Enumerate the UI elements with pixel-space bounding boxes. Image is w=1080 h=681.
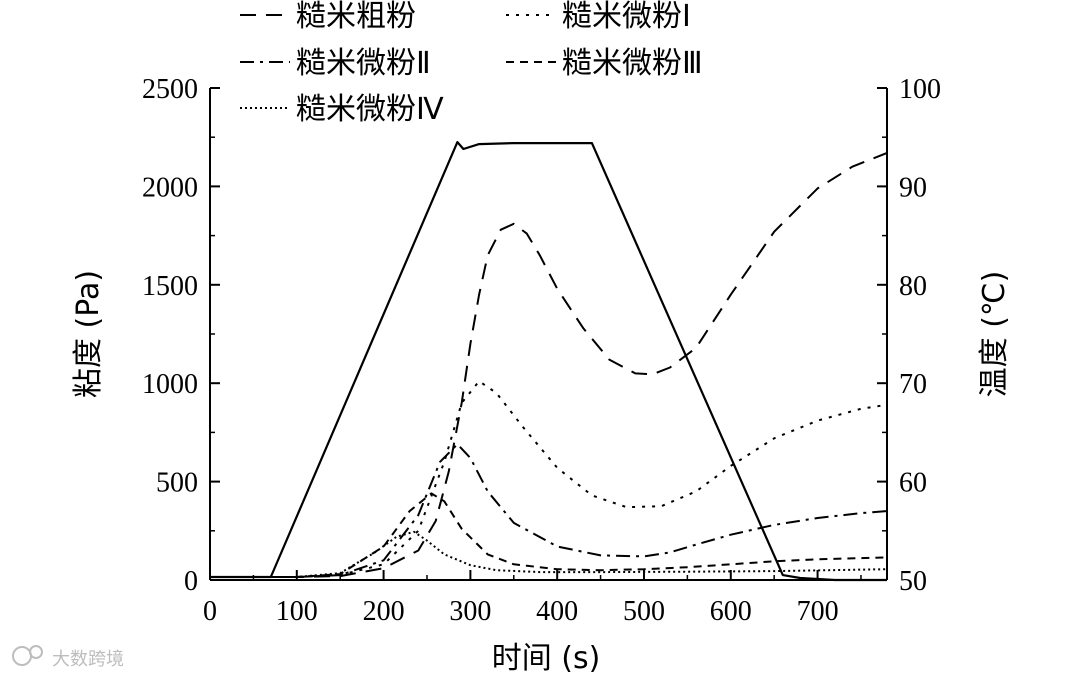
y-right-tick-label: 90 [899,172,927,203]
y-left-tick-label: 2000 [142,172,198,203]
viscosity-series-line-1 [210,151,888,578]
watermark-logo-icon-small [29,645,43,659]
y-left-tick-label: 2500 [142,74,198,105]
viscosity-series-line-4 [210,492,888,578]
watermark: 大数跨境 [12,645,124,670]
y-left-tick-label: 0 [184,566,198,597]
x-tick-label: 100 [276,596,318,627]
x-tick-label: 500 [623,596,665,627]
legend-label: 糙米微粉Ⅰ [562,0,691,34]
x-tick-label: 400 [536,596,578,627]
temperature-line [210,141,887,582]
x-tick-label: 600 [710,596,752,627]
y-right-tick-label: 50 [899,566,927,597]
axis-labels: 时间 (s) 粘度 (Pa) 温度 (℃) [71,270,1012,676]
y-left-tick-label: 500 [156,468,198,499]
ticks: 0 100 200 300 400 500 600 700 0 500 1000 1500 2000 25… [142,74,941,627]
x-axis-label: 时间 (s) [492,641,601,676]
legend-label: 糙米微粉Ⅱ [296,46,431,81]
x-tick-label: 200 [363,596,405,627]
watermark-text: 大数跨境 [52,649,124,670]
legend-label: 糙米粗粉 [296,0,416,34]
axes [209,88,888,581]
x-tick-label: 0 [203,596,217,627]
watermark-logo-icon [12,646,32,666]
y-left-tick-label: 1000 [142,369,198,400]
viscosity-series-line-5 [210,530,888,578]
y-right-tick-label: 80 [899,271,927,302]
y-left-tick-label: 1500 [142,271,198,302]
y-axis-label-right: 温度 (℃) [977,271,1012,398]
legend-label: 糙米微粉Ⅲ [562,46,703,81]
y-right-tick-label: 60 [899,468,927,499]
viscosity-series-line-2 [210,380,888,578]
y-right-tick-label: 70 [899,369,927,400]
viscosity-series-line-3 [210,443,888,578]
x-tick-label: 700 [797,596,839,627]
plot-lines [210,141,888,582]
y-right-tick-label: 100 [899,74,941,105]
legend: 糙米粗粉 糙米微粉Ⅰ 糙米微粉Ⅱ 糙米微粉Ⅲ 糙米微粉Ⅳ [240,0,703,127]
x-tick-label: 300 [449,596,491,627]
y-axis-label-left: 粘度 (Pa) [71,270,106,398]
legend-label: 糙米微粉Ⅳ [296,92,444,127]
